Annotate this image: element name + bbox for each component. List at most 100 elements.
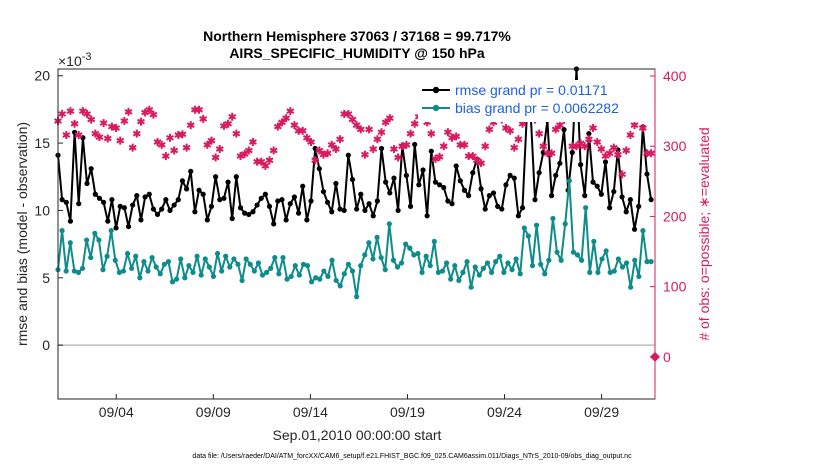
data-point-rmse	[578, 162, 584, 168]
data-point-obs	[128, 143, 137, 152]
chart-title-line2: AIRS_SPECIFIC_HUMIDITY @ 150 hPa	[229, 45, 485, 61]
data-point-obs	[613, 150, 622, 159]
legend-bias-label: bias grand pr = 0.0062282	[455, 100, 619, 116]
data-point-rmse	[457, 178, 463, 184]
data-point-rmse	[254, 202, 260, 208]
data-point-bias	[202, 256, 208, 262]
asterisk-stroke	[427, 130, 436, 137]
data-point-bias	[341, 271, 347, 277]
legend-rmse-label: rmse grand pr = 0.01171	[455, 82, 608, 98]
data-point-bias	[259, 272, 266, 278]
data-point-rmse	[470, 170, 476, 176]
data-point-rmse	[445, 198, 451, 204]
asterisk-stroke	[116, 137, 125, 144]
data-point-bias	[574, 252, 581, 258]
data-point-obs	[477, 159, 486, 168]
asterisk-stroke	[626, 132, 635, 138]
asterisk-stroke	[211, 154, 220, 161]
data-point-obs	[58, 109, 67, 118]
asterisk-stroke	[269, 147, 278, 154]
asterisk-stroke	[547, 150, 556, 157]
data-point-rmse	[242, 210, 248, 216]
asterisk-stroke	[298, 127, 307, 134]
data-point-obs	[323, 149, 332, 158]
asterisk-stroke	[344, 111, 353, 117]
data-point-obs	[389, 145, 398, 154]
data-point-rmse	[532, 197, 538, 203]
data-point-bias	[529, 263, 536, 269]
data-point-rmse	[208, 203, 215, 209]
data-point-bias	[190, 269, 196, 275]
data-point-obs	[149, 110, 158, 119]
asterisk-stroke	[402, 141, 411, 148]
data-point-rmse	[619, 194, 625, 200]
data-point-rmse	[436, 182, 443, 188]
asterisk-stroke	[195, 106, 203, 113]
data-point-bias	[640, 228, 646, 234]
data-point-rmse	[96, 195, 103, 201]
data-point-obs	[460, 140, 469, 149]
asterisk-stroke	[112, 125, 121, 131]
x-axis-label: Sep.01,2010 00:00:00 start	[273, 427, 442, 443]
data-point-obs	[427, 129, 436, 138]
data-point-obs	[331, 145, 340, 154]
data-point-rmse	[644, 171, 650, 177]
asterisk-stroke	[501, 125, 510, 131]
asterisk-stroke	[435, 153, 444, 160]
data-point-obs	[555, 121, 564, 130]
asterisk-stroke	[597, 146, 606, 152]
data-point-bias	[137, 275, 143, 281]
data-point-bias	[169, 279, 176, 285]
data-point-bias	[227, 264, 233, 270]
data-point-bias	[390, 257, 397, 263]
data-point-bias	[566, 178, 572, 184]
data-point-rmse	[175, 197, 181, 203]
data-point-obs	[244, 146, 253, 155]
data-point-rmse	[295, 210, 302, 216]
data-point-obs	[410, 119, 419, 128]
data-point-bias	[595, 269, 601, 275]
data-point-bias	[153, 264, 159, 270]
x-tick-label: 09/04	[99, 404, 134, 420]
asterisk-stroke	[348, 116, 357, 123]
data-point-bias	[456, 277, 462, 284]
asterisk-stroke	[356, 126, 365, 133]
legend: rmse grand pr = 0.01171 bias grand pr = …	[418, 80, 654, 122]
data-point-obs	[265, 156, 274, 165]
data-point-obs	[136, 117, 145, 126]
data-point-rmse	[553, 172, 559, 179]
data-point-rmse	[515, 213, 521, 219]
data-point-bias	[497, 253, 503, 259]
data-point-rmse	[324, 199, 331, 205]
data-point-obs	[248, 138, 257, 147]
asterisk-stroke	[593, 139, 602, 145]
data-point-bias	[578, 257, 585, 263]
data-point-rmse	[179, 178, 186, 184]
data-point-obs	[593, 138, 602, 147]
data-point-bias	[186, 263, 192, 269]
data-point-obs	[539, 142, 548, 151]
data-point-bias	[276, 271, 282, 277]
data-point-rmse	[378, 145, 385, 152]
data-point-rmse	[217, 197, 223, 203]
asterisk-stroke	[203, 141, 212, 148]
data-point-rmse	[569, 149, 575, 156]
data-point-bias	[394, 264, 401, 270]
data-point-obs	[178, 130, 187, 139]
data-point-bias	[321, 268, 327, 274]
data-point-bias	[268, 265, 274, 271]
data-point-obs	[360, 150, 369, 159]
data-point-bias	[423, 253, 429, 259]
data-point-obs	[307, 138, 315, 147]
data-point-bias	[206, 264, 212, 270]
y-tick-label: 20	[34, 68, 50, 84]
data-point-bias	[493, 259, 499, 265]
asterisk-stroke	[282, 115, 291, 122]
y-tick-label: 15	[34, 135, 50, 151]
asterisk-stroke	[232, 130, 241, 137]
data-point-obs	[439, 142, 448, 151]
data-point-bias	[349, 268, 356, 274]
data-point-rmse	[482, 206, 488, 212]
data-point-rmse	[374, 198, 380, 204]
data-point-bias	[619, 264, 626, 270]
